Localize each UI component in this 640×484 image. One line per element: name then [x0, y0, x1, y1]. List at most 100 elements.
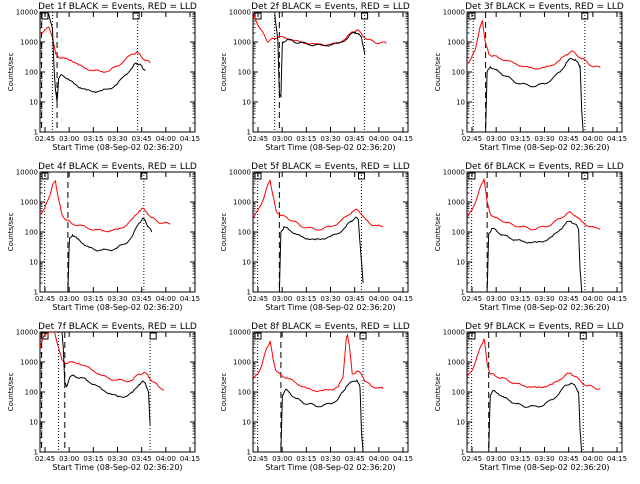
y-tick-label: 1 [461, 129, 465, 137]
y-tick-label: 10 [456, 419, 465, 427]
x-tick-label: 03:15 [510, 295, 530, 303]
x-tick-label: 04:15 [607, 295, 627, 303]
x-tick-label: 04:15 [607, 455, 627, 463]
y-tick-label: 10 [242, 419, 251, 427]
y-tick-label: 10000 [229, 169, 251, 177]
x-axis-label: Start Time (08-Sep-02 02:36:20) [479, 143, 609, 152]
series-line-events [278, 216, 364, 292]
x-tick-label: 03:15 [510, 455, 530, 463]
detector-panel-9: Det 9f BLACK = Events, RED = LLD 1 10 100 10… [434, 322, 627, 472]
y-tick-label: 1 [247, 289, 251, 297]
time-box-marker [140, 172, 148, 180]
x-tick-label: 03:15 [296, 455, 316, 463]
plot-frame [466, 331, 623, 453]
detector-panel-6: Det 6f BLACK = Events, RED = LLD 1 10 100 10… [434, 162, 627, 312]
y-tick-label: 10000 [443, 9, 465, 17]
x-tick-label: 02:45 [35, 135, 55, 143]
series-line-lld [40, 179, 171, 233]
series-line-lld [253, 333, 384, 393]
start-box-marker [254, 332, 262, 340]
plot-frame [39, 171, 196, 293]
x-tick-label: 04:00 [156, 135, 176, 143]
start-box-marker [468, 172, 476, 180]
x-tick-label: 04:15 [393, 135, 413, 143]
y-axis-label: Counts/sec [7, 213, 15, 252]
panel-title: Det 4f BLACK = Events, RED = LLD [38, 162, 197, 172]
y-axis-label: Counts/sec [434, 53, 442, 92]
y-tick-label: 1000 [20, 39, 38, 47]
x-axis-label: Start Time (08-Sep-02 02:36:20) [479, 303, 609, 312]
x-axis-label: Start Time (08-Sep-02 02:36:20) [52, 143, 182, 152]
y-tick-label: 10 [29, 259, 38, 267]
time-box-marker [149, 332, 157, 340]
start-box-marker [468, 12, 476, 20]
x-tick-label: 03:30 [107, 295, 127, 303]
series-line-events [67, 217, 153, 292]
x-tick-label: 03:30 [107, 135, 127, 143]
x-tick-label: 02:45 [35, 455, 55, 463]
y-tick-label: 1 [247, 129, 251, 137]
detector-panel-2: Det 2f BLACK = Events, RED = LLD 1 10 100 10… [220, 2, 413, 152]
panel-title: Det 9f BLACK = Events, RED = LLD [465, 322, 624, 332]
y-tick-label: 100 [452, 229, 465, 237]
x-axis-label: Start Time (08-Sep-02 02:36:20) [479, 463, 609, 472]
y-tick-label: 1 [461, 449, 465, 457]
x-tick-label: 02:45 [462, 455, 482, 463]
series-line-lld [467, 178, 601, 231]
detector-panel-8: Det 8f BLACK = Events, RED = LLD 1 10 100 10… [220, 322, 413, 472]
x-axis-label: Start Time (08-Sep-02 02:36:20) [52, 303, 182, 312]
y-tick-label: 1 [34, 449, 38, 457]
x-tick-label: 03:45 [559, 135, 579, 143]
y-tick-label: 1000 [20, 199, 38, 207]
x-tick-label: 03:45 [559, 455, 579, 463]
series-line-lld [253, 12, 387, 47]
y-axis-label: Counts/sec [434, 213, 442, 252]
y-tick-label: 10000 [229, 329, 251, 337]
y-tick-label: 100 [238, 69, 251, 77]
x-tick-label: 03:45 [132, 295, 152, 303]
x-tick-label: 03:00 [59, 455, 79, 463]
x-tick-label: 04:00 [156, 455, 176, 463]
x-tick-label: 03:15 [83, 455, 103, 463]
x-tick-label: 03:30 [534, 455, 554, 463]
x-tick-label: 04:15 [393, 455, 413, 463]
x-tick-label: 03:45 [132, 135, 152, 143]
y-tick-label: 100 [452, 69, 465, 77]
x-tick-label: 04:00 [583, 295, 603, 303]
x-tick-label: 03:00 [272, 295, 292, 303]
y-tick-label: 1 [247, 449, 251, 457]
x-axis-label: Start Time (08-Sep-02 02:36:20) [265, 303, 395, 312]
x-tick-label: 04:00 [156, 295, 176, 303]
plot-frame [252, 331, 409, 453]
x-tick-label: 03:30 [320, 455, 340, 463]
x-tick-label: 03:30 [107, 455, 127, 463]
x-tick-label: 03:30 [534, 135, 554, 143]
series-line-events [274, 13, 366, 99]
x-tick-label: 02:45 [248, 455, 268, 463]
y-axis-label: Counts/sec [7, 53, 15, 92]
plot-frame [252, 171, 409, 293]
y-tick-label: 1 [34, 289, 38, 297]
x-tick-label: 02:45 [462, 295, 482, 303]
y-tick-label: 100 [25, 229, 38, 237]
series-line-events [485, 57, 584, 132]
y-axis-label: Counts/sec [220, 213, 228, 252]
y-tick-label: 10000 [443, 169, 465, 177]
plot-frame [466, 11, 623, 133]
time-box-marker [132, 12, 140, 20]
x-tick-label: 03:30 [320, 135, 340, 143]
series-line-events [40, 12, 146, 103]
y-tick-label: 10 [29, 99, 38, 107]
y-tick-label: 100 [238, 389, 251, 397]
x-tick-label: 03:00 [486, 295, 506, 303]
y-tick-label: 10 [29, 419, 38, 427]
y-tick-label: 100 [238, 229, 251, 237]
series-line-lld [253, 179, 384, 231]
y-axis-label: Counts/sec [220, 373, 228, 412]
y-tick-label: 1000 [20, 359, 38, 367]
series-line-events [486, 220, 583, 292]
time-box-marker [581, 12, 589, 20]
x-tick-label: 03:00 [59, 295, 79, 303]
x-tick-label: 03:45 [345, 135, 365, 143]
x-tick-label: 03:00 [59, 135, 79, 143]
